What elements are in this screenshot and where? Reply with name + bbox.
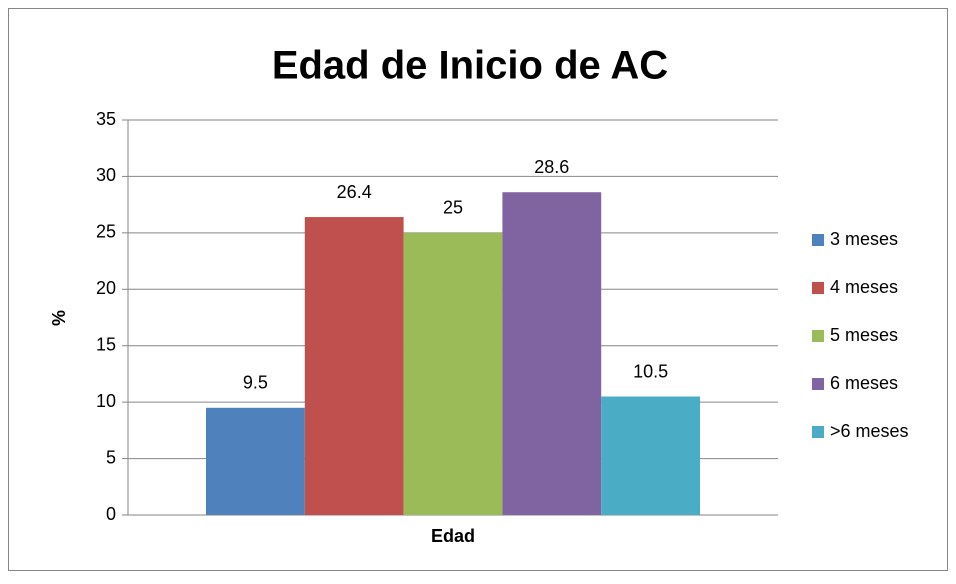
y-tick-label: 10 xyxy=(96,391,116,411)
legend-label: 4 meses xyxy=(830,277,898,297)
y-tick-label: 35 xyxy=(96,109,116,129)
bar xyxy=(601,396,700,515)
y-tick-label: 0 xyxy=(106,504,116,524)
data-label: 25 xyxy=(443,198,463,218)
y-tick-label: 30 xyxy=(96,165,116,185)
y-tick-label: 20 xyxy=(96,278,116,298)
legend-swatch xyxy=(812,282,824,294)
legend-swatch xyxy=(812,234,824,246)
legend-swatch xyxy=(812,330,824,342)
bar xyxy=(502,192,602,515)
legend-label: 6 meses xyxy=(830,373,898,393)
data-label: 10.5 xyxy=(633,361,668,381)
y-axis-label: % xyxy=(49,310,69,326)
bar xyxy=(403,232,503,515)
legend-swatch xyxy=(812,426,824,438)
legend-swatch xyxy=(812,378,824,390)
x-axis-category: Edad xyxy=(431,526,475,546)
legend-label: >6 meses xyxy=(830,421,909,441)
legend-label: 5 meses xyxy=(830,325,898,345)
data-label: 26.4 xyxy=(337,182,372,202)
chart-title: Edad de Inicio de AC xyxy=(272,44,668,88)
y-tick-label: 15 xyxy=(96,334,116,354)
y-tick-label: 25 xyxy=(96,222,116,242)
data-label: 28.6 xyxy=(534,157,569,177)
bar xyxy=(206,407,305,515)
y-tick-label: 5 xyxy=(106,447,116,467)
bar xyxy=(304,217,404,516)
legend-label: 3 meses xyxy=(830,229,898,249)
data-label: 9.5 xyxy=(243,373,268,393)
